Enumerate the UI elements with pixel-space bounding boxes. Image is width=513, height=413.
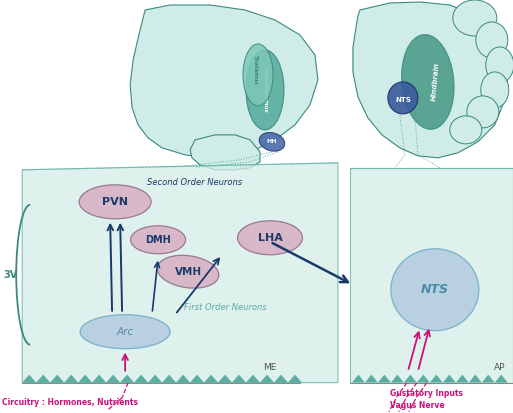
Polygon shape (353, 2, 508, 158)
Text: Thalamus: Thalamus (252, 55, 258, 85)
Ellipse shape (259, 133, 285, 151)
Text: HH: HH (267, 139, 277, 145)
Polygon shape (92, 375, 106, 382)
Text: PVN: PVN (102, 197, 128, 207)
Ellipse shape (486, 47, 513, 83)
Text: VMH: VMH (174, 267, 202, 277)
Polygon shape (148, 375, 162, 382)
Polygon shape (456, 375, 469, 382)
Ellipse shape (453, 0, 497, 36)
Polygon shape (190, 375, 204, 382)
Polygon shape (469, 375, 482, 382)
Text: First Order Neurons: First Order Neurons (184, 303, 266, 312)
Polygon shape (404, 375, 417, 382)
Polygon shape (64, 375, 78, 382)
Polygon shape (50, 375, 64, 382)
Text: DMH: DMH (145, 235, 171, 245)
Polygon shape (260, 375, 274, 382)
Polygon shape (417, 375, 430, 382)
Text: 3V: 3V (3, 270, 17, 280)
Text: Second Order Neurons: Second Order Neurons (148, 178, 243, 188)
Text: Arc: Arc (116, 327, 134, 337)
Ellipse shape (80, 315, 170, 349)
Ellipse shape (157, 255, 219, 288)
Ellipse shape (481, 72, 509, 108)
Ellipse shape (467, 96, 499, 128)
Polygon shape (204, 375, 218, 382)
Text: Hindbrain: Hindbrain (431, 62, 441, 102)
Polygon shape (120, 375, 134, 382)
Text: Circuitry : Hormones, Nutrients: Circuitry : Hormones, Nutrients (2, 398, 138, 407)
Polygon shape (350, 168, 513, 382)
Polygon shape (190, 135, 260, 170)
Polygon shape (288, 375, 302, 382)
Polygon shape (162, 375, 176, 382)
Text: AP: AP (494, 363, 505, 372)
Polygon shape (352, 375, 365, 382)
Ellipse shape (402, 35, 454, 129)
Polygon shape (176, 375, 190, 382)
Polygon shape (106, 375, 120, 382)
Polygon shape (130, 5, 318, 158)
Polygon shape (378, 375, 391, 382)
Ellipse shape (238, 221, 303, 255)
Ellipse shape (243, 44, 273, 106)
Text: NTS: NTS (421, 283, 449, 296)
Polygon shape (495, 375, 508, 382)
Polygon shape (430, 375, 443, 382)
Polygon shape (78, 375, 92, 382)
Text: LHA: LHA (258, 233, 283, 243)
Ellipse shape (450, 116, 482, 144)
Polygon shape (22, 163, 338, 382)
Ellipse shape (131, 226, 186, 254)
Text: Hypothalamus: Hypothalamus (263, 68, 267, 112)
Ellipse shape (388, 82, 418, 114)
Polygon shape (443, 375, 456, 382)
Polygon shape (365, 375, 378, 382)
Polygon shape (391, 375, 404, 382)
Polygon shape (134, 375, 148, 382)
Ellipse shape (391, 249, 479, 331)
Polygon shape (36, 375, 50, 382)
Text: Gustatory Inputs
Vagus Nerve: Gustatory Inputs Vagus Nerve (390, 389, 463, 410)
Polygon shape (246, 375, 260, 382)
Polygon shape (22, 375, 36, 382)
Ellipse shape (246, 50, 284, 130)
Polygon shape (274, 375, 288, 382)
Text: NTS: NTS (395, 97, 411, 103)
Polygon shape (482, 375, 495, 382)
Polygon shape (232, 375, 246, 382)
Ellipse shape (476, 22, 508, 58)
Ellipse shape (79, 185, 151, 219)
Text: ME: ME (263, 363, 277, 372)
Polygon shape (218, 375, 232, 382)
